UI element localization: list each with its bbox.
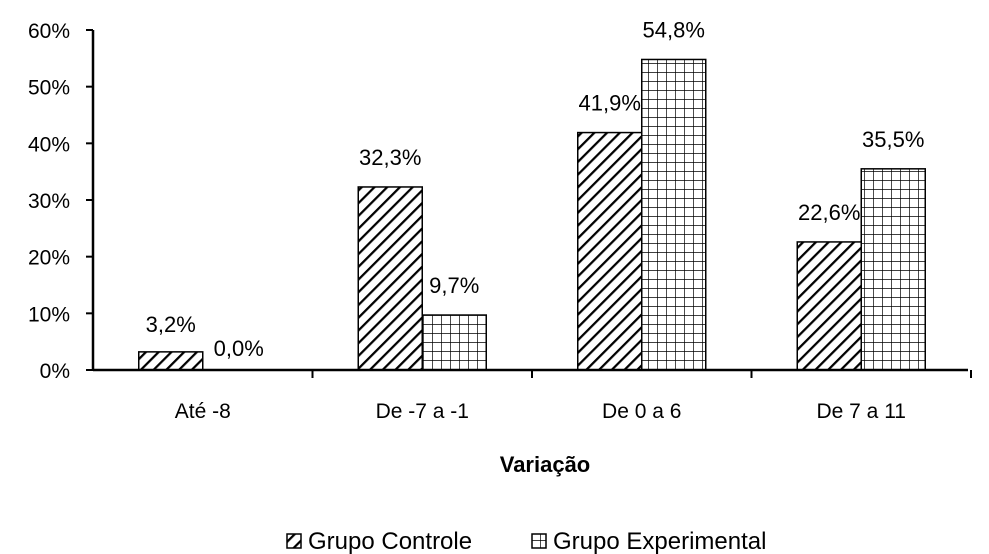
y-tick-label: 40% (28, 133, 70, 156)
x-axis-title: Variação (500, 452, 591, 477)
category-labels: Até -8 De -7 a -1 De 0 a 6 De 7 a 11 (175, 400, 906, 423)
y-tick-label: 50% (28, 77, 70, 100)
legend-swatch-grupo-experimental (531, 533, 547, 549)
x-tick-label: De 7 a 11 (816, 400, 906, 423)
bar-grupo-experimental (860, 168, 926, 371)
data-label: 22,6% (798, 200, 860, 225)
bar-grupo-experimental (421, 314, 487, 371)
x-tick-label: De -7 a -1 (376, 400, 469, 423)
y-axis-ticks: 0% 10% 20% 30% 40% 50% 60% (28, 20, 93, 383)
data-label: 41,9% (579, 91, 641, 116)
legend-swatch-grupo-controle (286, 533, 302, 549)
legend-label-grupo-experimental: Grupo Experimental (553, 528, 766, 554)
data-label: 32,3% (359, 145, 421, 170)
y-tick-label: 60% (28, 20, 70, 43)
y-tick-label: 0% (40, 360, 70, 383)
bar-grupo-controle (138, 351, 204, 371)
data-labels: 3,2% 0,0% 32,3% 9,7% 41,9% 54,8% 22,6% 35,5% (146, 17, 925, 361)
bars (138, 58, 926, 371)
bar-grupo-controle (357, 186, 423, 371)
data-label: 9,7% (429, 273, 479, 298)
data-label: 0,0% (214, 336, 264, 361)
bar-grupo-controle (577, 131, 643, 371)
data-label: 35,5% (862, 127, 924, 152)
bar-grupo-experimental (641, 58, 707, 371)
x-axis-ticks (311, 370, 972, 378)
data-label: 3,2% (146, 312, 196, 337)
y-tick-label: 20% (28, 247, 70, 270)
legend-label-grupo-controle: Grupo Controle (308, 528, 472, 554)
y-tick-label: 10% (28, 303, 70, 326)
y-tick-label: 30% (28, 190, 70, 213)
legend: Grupo Controle Grupo Experimental (286, 528, 766, 554)
bar-grupo-controle (796, 241, 862, 371)
data-label: 54,8% (643, 17, 705, 42)
x-tick-label: Até -8 (175, 400, 231, 423)
x-tick-label: De 0 a 6 (602, 400, 681, 423)
